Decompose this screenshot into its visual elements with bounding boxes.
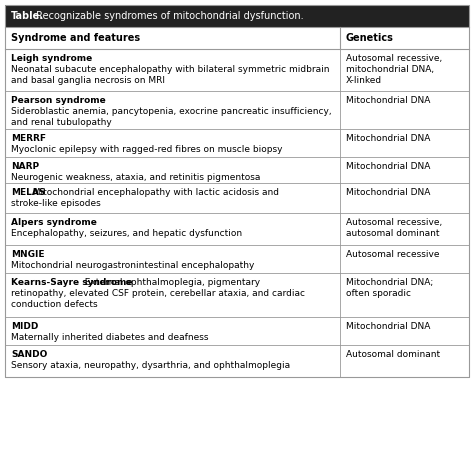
- Text: MNGIE: MNGIE: [11, 250, 45, 259]
- Text: MERRF: MERRF: [11, 134, 46, 143]
- Text: and basal ganglia necrosis on MRI: and basal ganglia necrosis on MRI: [11, 76, 165, 85]
- Text: often sporadic: often sporadic: [346, 289, 411, 298]
- Text: Genetics: Genetics: [346, 33, 394, 43]
- Text: Encephalopathy, seizures, and hepatic dysfunction: Encephalopathy, seizures, and hepatic dy…: [11, 229, 242, 238]
- Text: and renal tubulopathy: and renal tubulopathy: [11, 118, 112, 127]
- Text: Alpers syndrome: Alpers syndrome: [11, 218, 97, 227]
- Text: stroke-like episodes: stroke-like episodes: [11, 199, 101, 208]
- Text: Mitochondrial neurogastronintestinal encephalopathy: Mitochondrial neurogastronintestinal enc…: [11, 261, 255, 270]
- Text: Neurogenic weakness, ataxia, and retinitis pigmentosa: Neurogenic weakness, ataxia, and retinit…: [11, 173, 260, 182]
- Text: Autosomal recessive,: Autosomal recessive,: [346, 218, 442, 227]
- Text: mitochondrial DNA,: mitochondrial DNA,: [346, 65, 434, 74]
- Bar: [5, 5, 469, 377]
- Text: NARP: NARP: [11, 162, 39, 171]
- Text: Mitochondrial DNA;: Mitochondrial DNA;: [346, 278, 433, 287]
- Text: Autosomal recessive,: Autosomal recessive,: [346, 54, 442, 63]
- Text: Table.: Table.: [11, 11, 44, 21]
- Text: Myoclonic epilepsy with ragged-red fibres on muscle biopsy: Myoclonic epilepsy with ragged-red fibre…: [11, 145, 283, 154]
- Text: Kearns-Sayre syndrome: Kearns-Sayre syndrome: [11, 278, 133, 287]
- Text: Mitochondrial DNA: Mitochondrial DNA: [346, 188, 430, 197]
- Text: External ophthalmoplegia, pigmentary: External ophthalmoplegia, pigmentary: [79, 278, 260, 287]
- Text: Mitochondrial DNA: Mitochondrial DNA: [346, 96, 430, 105]
- Text: Leigh syndrome: Leigh syndrome: [11, 54, 92, 63]
- Text: Sideroblastic anemia, pancytopenia, exocrine pancreatic insufficiency,: Sideroblastic anemia, pancytopenia, exoc…: [11, 107, 332, 116]
- Text: Maternally inherited diabetes and deafness: Maternally inherited diabetes and deafne…: [11, 333, 209, 342]
- Text: Neonatal subacute encephalopathy with bilateral symmetric midbrain: Neonatal subacute encephalopathy with bi…: [11, 65, 329, 74]
- Text: retinopathy, elevated CSF protein, cerebellar ataxia, and cardiac: retinopathy, elevated CSF protein, cereb…: [11, 289, 305, 298]
- Bar: [5, 5, 469, 27]
- Text: Syndrome and features: Syndrome and features: [11, 33, 140, 43]
- Text: Mitochondrial encephalopathy with lactic acidosis and: Mitochondrial encephalopathy with lactic…: [27, 188, 279, 197]
- Text: MELAS: MELAS: [11, 188, 46, 197]
- Text: MIDD: MIDD: [11, 322, 38, 331]
- Text: Pearson syndrome: Pearson syndrome: [11, 96, 106, 105]
- Text: X-linked: X-linked: [346, 76, 382, 85]
- Text: Mitochondrial DNA: Mitochondrial DNA: [346, 322, 430, 331]
- Text: Autosomal recessive: Autosomal recessive: [346, 250, 439, 259]
- Text: Mitochondrial DNA: Mitochondrial DNA: [346, 162, 430, 171]
- Text: Autosomal dominant: Autosomal dominant: [346, 350, 440, 359]
- Text: conduction defects: conduction defects: [11, 300, 98, 309]
- Text: autosomal dominant: autosomal dominant: [346, 229, 439, 238]
- Text: Recognizable syndromes of mitochondrial dysfunction.: Recognizable syndromes of mitochondrial …: [33, 11, 303, 21]
- Text: Sensory ataxia, neuropathy, dysarthria, and ophthalmoplegia: Sensory ataxia, neuropathy, dysarthria, …: [11, 361, 290, 370]
- Text: SANDO: SANDO: [11, 350, 47, 359]
- Text: Mitochondrial DNA: Mitochondrial DNA: [346, 134, 430, 143]
